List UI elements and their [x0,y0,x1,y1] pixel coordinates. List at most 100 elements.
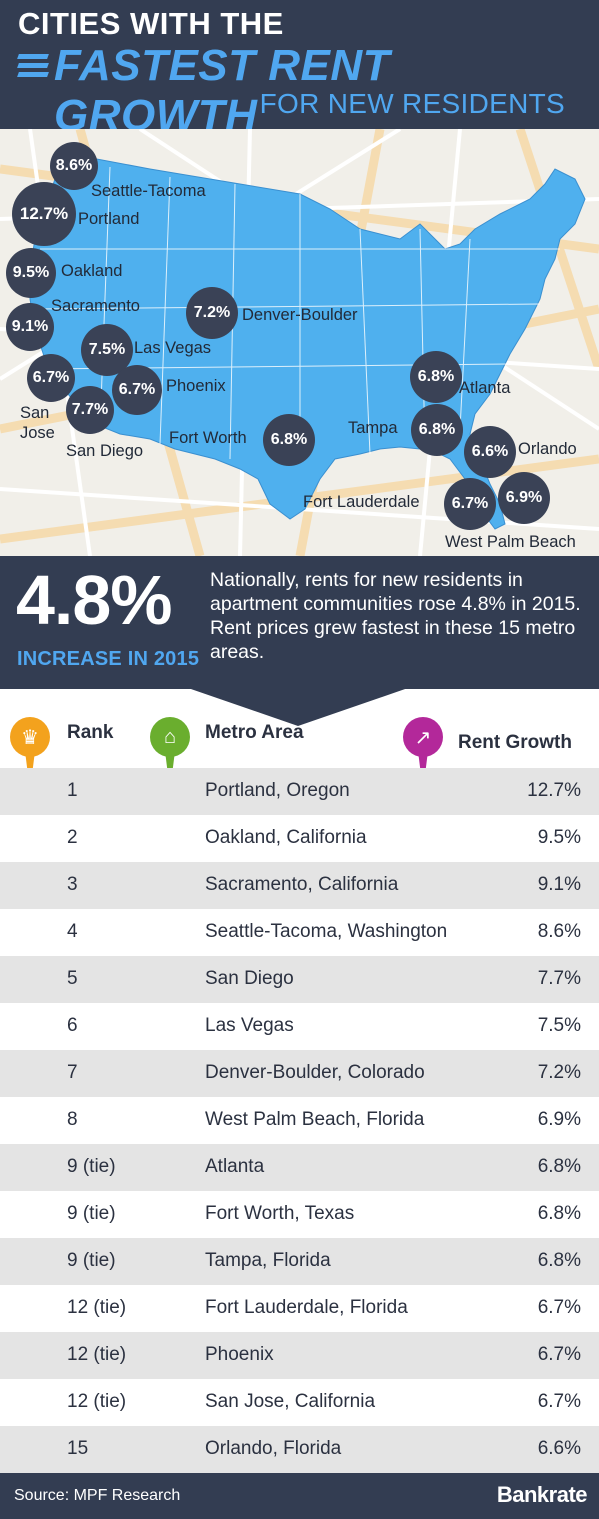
rankings-table: 1 Portland, Oregon 12.7% 2 Oakland, Califor… [0,768,599,1473]
rank-cell: 12 (tie) [67,1344,127,1365]
title-line-1: CITIES WITH THE [18,6,284,41]
map-bubble-san-diego: 7.7% [66,386,114,434]
header-rent-growth: Rent Growth [458,732,572,753]
title-line-2: FASTEST RENT GROWTH [54,41,391,140]
down-arrow-icon [188,688,408,726]
metro-cell: Fort Lauderdale, Florida [205,1297,408,1318]
map-bubble-sacramento: 9.1% [6,303,54,351]
metro-cell: Atlanta [205,1156,265,1177]
rank-cell: 7 [67,1062,78,1083]
metro-cell: Las Vegas [205,1015,294,1036]
table-row: 6 Las Vegas 7.5% [0,1003,599,1050]
growth-cell: 6.8% [537,1203,581,1224]
metro-cell: San Jose, California [205,1391,376,1412]
map-bubble-orlando: 6.6% [464,426,516,478]
map-bubble-denver: 7.2% [186,287,238,339]
map-bubble-west-palm-beach: 6.9% [498,472,550,524]
header-rank: Rank [67,722,114,743]
metro-cell: Seattle-Tacoma, Washington [205,921,448,942]
source-text: Source: MPF Research [14,1487,181,1504]
national-increase-caption: INCREASE IN 2015 [17,648,200,670]
rank-cell: 9 (tie) [67,1156,116,1177]
table-row: 3 Sacramento, California 9.1% [0,862,599,909]
table-row: 8 West Palm Beach, Florida 6.9% [0,1097,599,1144]
metro-cell: San Diego [205,968,294,989]
table-row: 2 Oakland, California 9.5% [0,815,599,862]
rank-cell: 4 [67,921,78,942]
growth-cell: 6.7% [537,1297,581,1318]
map-label-sacramento: Sacramento [51,297,140,315]
map-label-oakland: Oakland [61,262,123,280]
rank-cell: 12 (tie) [67,1391,127,1412]
rank-cell: 3 [67,874,78,895]
map-label-tampa: Tampa [348,419,398,437]
rank-cell: 5 [67,968,78,989]
growth-cell: 6.8% [537,1156,581,1177]
metro-cell: Portland, Oregon [205,780,350,801]
table-row: 7 Denver-Boulder, Colorado 7.2% [0,1050,599,1097]
us-map: 8.6% Seattle-Tacoma 12.7% Portland 9.5% … [0,129,599,556]
rank-cell: 2 [67,827,78,848]
growth-cell: 6.6% [537,1438,581,1459]
crown-icon: ♛ [10,717,50,791]
growth-cell: 7.7% [537,968,581,989]
growth-cell: 7.2% [537,1062,581,1083]
metro-cell: Fort Worth, Texas [205,1203,355,1224]
rank-cell: 8 [67,1109,78,1130]
national-increase-value: 4.8% [16,561,173,639]
map-label-denver: Denver-Boulder [242,306,358,324]
growth-cell: 9.1% [537,874,581,895]
rank-cell: 15 [67,1438,89,1459]
growth-cell: 6.7% [537,1344,581,1365]
map-bubble-fort-lauderdale: 6.7% [444,478,496,530]
metro-cell: West Palm Beach, Florida [205,1109,425,1130]
map-bubble-las-vegas: 7.5% [81,324,133,376]
growth-cell: 6.9% [537,1109,581,1130]
header-metro-area: Metro Area [205,722,304,743]
table-row: 12 (tie) Fort Lauderdale, Florida 6.7% [0,1285,599,1332]
map-label-san-diego: San Diego [66,442,144,460]
map-bubble-seattle: 8.6% [50,142,98,190]
map-label-seattle: Seattle-Tacoma [91,182,206,200]
map-label-fort-lauderdale: Fort Lauderdale [303,493,420,511]
table-row: 12 (tie) San Jose, California 6.7% [0,1379,599,1426]
table-row: 9 (tie) Atlanta 6.8% [0,1144,599,1191]
growth-cell: 8.6% [537,921,581,942]
table-row: 9 (tie) Tampa, Florida 6.8% [0,1238,599,1285]
map-label-phoenix: Phoenix [166,377,226,395]
header: CITIES WITH THE FASTEST RENT GROWTH FOR … [0,0,599,140]
map-bubble-fort-worth: 6.8% [263,414,315,466]
growth-cell: 6.8% [537,1250,581,1271]
rank-cell: 1 [67,780,78,801]
metro-cell: Oakland, California [205,827,367,848]
metro-cell: Denver-Boulder, Colorado [205,1062,425,1083]
map-label-atlanta: Atlanta [459,379,511,397]
stat-band [0,556,599,689]
rank-cell: 9 (tie) [67,1250,116,1271]
map-label-portland: Portland [78,210,140,228]
map-label-san-jose: San Jose [20,404,55,442]
rank-cell: 12 (tie) [67,1297,127,1318]
map-bubble-portland: 12.7% [12,182,76,246]
growth-cell: 12.7% [527,780,581,801]
metro-cell: Sacramento, California [205,874,399,895]
house-icon: ⌂ [150,717,190,791]
metro-cell: Orlando, Florida [205,1438,342,1459]
map-bubble-san-jose: 6.7% [27,354,75,402]
table-row: 12 (tie) Phoenix 6.7% [0,1332,599,1379]
map-bubble-tampa: 6.8% [411,404,463,456]
map-label-las-vegas: Las Vegas [134,339,212,357]
speed-lines-icon [17,54,49,81]
map-label-west-palm-beach: West Palm Beach [445,533,576,551]
table-row: 4 Seattle-Tacoma, Washington 8.6% [0,909,599,956]
map-bubble-oakland: 9.5% [6,248,56,298]
table-row: 9 (tie) Fort Worth, Texas 6.8% [0,1191,599,1238]
chart-icon: ↗ [403,717,443,791]
rank-cell: 9 (tie) [67,1203,116,1224]
map-bubble-atlanta: 6.8% [410,351,462,403]
growth-cell: 9.5% [537,827,581,848]
table-row: 15 Orlando, Florida 6.6% [0,1426,599,1473]
footer: Source: MPF Research Bankrate [0,1473,599,1519]
map-label-fort-worth: Fort Worth [169,429,247,447]
